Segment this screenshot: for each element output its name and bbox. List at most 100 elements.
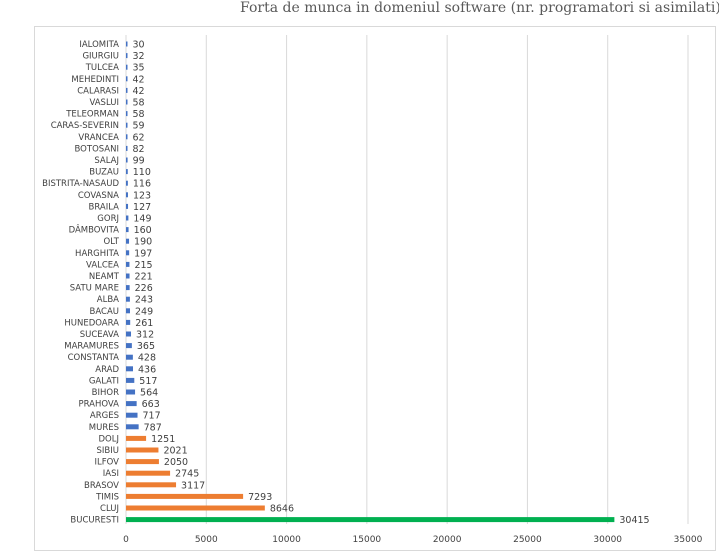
category-label: MARAMURES: [64, 342, 119, 352]
data-label: 787: [144, 422, 162, 433]
data-label: 221: [135, 272, 153, 283]
bar: [126, 53, 128, 59]
bar: [126, 99, 128, 105]
category-label: BRAILA: [89, 202, 120, 212]
data-label: 312: [136, 330, 154, 341]
bar: [126, 87, 128, 93]
bar: [126, 459, 159, 465]
x-tick-label: 0: [123, 535, 129, 545]
data-label: 428: [138, 353, 156, 364]
data-label: 517: [139, 376, 157, 387]
data-label: 58: [133, 109, 145, 120]
bar: [126, 412, 138, 418]
data-label: 8646: [270, 504, 294, 515]
category-label: HARGHITA: [75, 249, 119, 259]
x-tick-label: 15000: [353, 535, 382, 545]
bar: [126, 377, 135, 383]
bar: [126, 470, 171, 476]
data-label: 261: [135, 318, 153, 329]
category-label: SALAJ: [94, 156, 119, 166]
category-label: SIBIU: [97, 446, 119, 456]
x-tick-label: 20000: [433, 535, 462, 545]
bar: [126, 389, 136, 395]
category-label: IASI: [103, 469, 119, 479]
data-label: 32: [133, 51, 145, 62]
category-label: DOLJ: [99, 434, 119, 444]
data-label: 58: [133, 98, 145, 109]
chart-title: Forta de munca in domeniul software (nr.…: [240, 0, 719, 16]
data-label: 2021: [163, 446, 187, 457]
category-label: ARGES: [90, 411, 119, 421]
category-label: OLT: [104, 237, 120, 247]
category-label: ALBA: [97, 295, 119, 305]
bar: [126, 296, 130, 302]
bar: [126, 111, 128, 117]
category-label: VASLUI: [89, 98, 119, 108]
category-label: IALOMITA: [79, 40, 119, 50]
bar: [126, 366, 134, 372]
bar: [126, 261, 130, 267]
bar: [126, 308, 130, 314]
bar: [126, 250, 130, 256]
bar: [126, 285, 130, 291]
bar: [126, 424, 139, 430]
bar: [126, 64, 128, 70]
category-label: ARAD: [95, 365, 119, 375]
data-label: 7293: [248, 492, 272, 503]
data-label: 30415: [619, 515, 649, 526]
bar: [126, 122, 128, 128]
bar: [126, 331, 132, 337]
data-label: 160: [134, 225, 152, 236]
category-label: BUZAU: [89, 168, 119, 178]
category-label: TELEORMAN: [65, 110, 119, 120]
bar: [126, 273, 130, 279]
category-label: BOTOSANI: [75, 144, 120, 154]
data-label: 59: [133, 121, 145, 132]
data-label: 1251: [151, 434, 175, 445]
data-label: 226: [135, 283, 153, 294]
bar: [126, 180, 128, 186]
bar: [126, 238, 130, 244]
category-label: BACAU: [90, 307, 119, 317]
category-label: BISTRITA-NASAUD: [42, 179, 119, 189]
data-label: 2050: [164, 457, 188, 468]
data-label: 197: [134, 248, 152, 259]
data-label: 564: [140, 388, 158, 399]
category-label: HUNEDOARA: [64, 318, 119, 328]
x-tick-label: 30000: [593, 535, 622, 545]
bar: [126, 76, 128, 82]
chart-area: 0 5000 10000 15000 20000 25000 30000 35000 IALOM…: [34, 26, 716, 551]
data-label: 35: [133, 63, 145, 74]
category-label: ILFOV: [95, 458, 120, 468]
bar: [126, 493, 244, 499]
data-label: 99: [133, 156, 145, 167]
category-label: BUCURESTI: [70, 516, 119, 526]
category-label: TIMIS: [95, 492, 119, 502]
category-label: GORJ: [97, 214, 119, 224]
bar: [126, 145, 128, 151]
data-label: 30: [133, 40, 145, 51]
bar: [126, 215, 129, 221]
bar: [126, 435, 147, 441]
category-label: MURES: [89, 423, 119, 433]
category-label: SATU MARE: [70, 284, 119, 294]
category-label: COVASNA: [78, 191, 119, 201]
category-label: BIHOR: [92, 388, 119, 398]
category-label: CARAS-SEVERIN: [51, 121, 119, 131]
bar: [126, 157, 128, 163]
bar: [126, 343, 132, 349]
bar: [126, 319, 131, 325]
category-label: TULCEA: [85, 63, 119, 73]
category-label: CLUJ: [100, 504, 119, 514]
bar: [126, 203, 129, 209]
data-label: 42: [133, 74, 145, 85]
bar: [126, 354, 133, 360]
category-label: DÂMBOVITA: [69, 224, 120, 236]
category-label: GIURGIU: [82, 52, 119, 62]
data-label: 62: [133, 132, 145, 143]
data-label: 116: [133, 179, 151, 190]
x-tick-label: 35000: [674, 535, 703, 545]
bar: [126, 517, 615, 523]
data-label: 365: [137, 341, 155, 352]
data-label: 2745: [175, 469, 199, 480]
